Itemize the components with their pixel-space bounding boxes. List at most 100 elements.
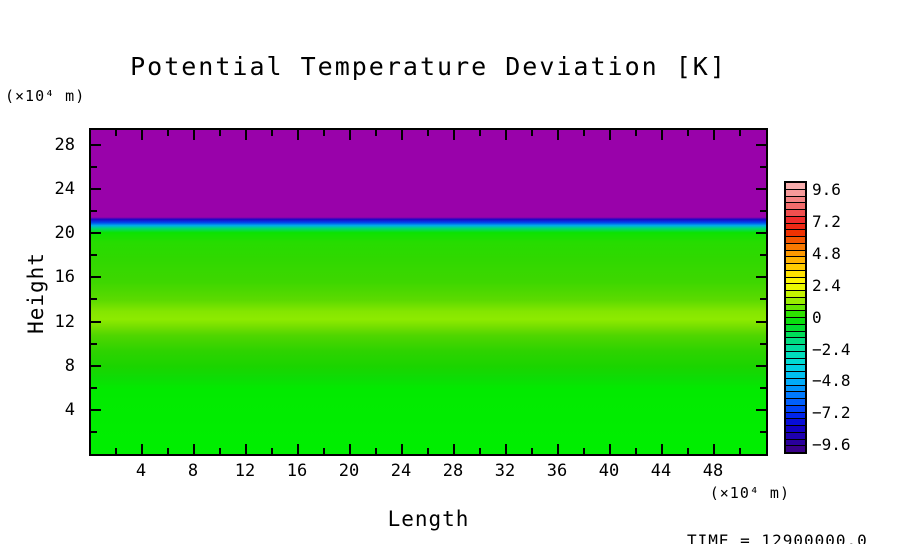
y-axis-tick: [91, 144, 101, 146]
x-axis-tick: [739, 448, 741, 454]
colorbar-segment: [786, 357, 805, 365]
y-axis-tick: [91, 409, 101, 411]
x-axis-tick: [193, 130, 195, 140]
y-tick-label: 28: [54, 135, 75, 155]
x-axis-tick: [427, 130, 429, 136]
colorbar-segment: [786, 330, 805, 338]
colorbar-tick-label: −9.6: [812, 435, 851, 454]
colorbar-tick-label: 4.8: [812, 244, 841, 263]
x-axis-tick: [609, 130, 611, 140]
x-axis-tick: [453, 130, 455, 140]
colorbar-segment: [786, 269, 805, 277]
colorbar-segment: [786, 438, 805, 446]
colorbar-segment: [786, 350, 805, 358]
y-tick-label: 20: [54, 223, 75, 243]
x-axis-tick: [661, 444, 663, 454]
colorbar-tick-label: −4.8: [812, 371, 851, 390]
y-axis-tick: [760, 210, 766, 212]
y-axis-tick: [91, 232, 101, 234]
x-axis-tick: [505, 444, 507, 454]
x-axis-tick: [141, 444, 143, 454]
x-axis-tick: [271, 130, 273, 136]
y-tick-label: 8: [64, 356, 75, 376]
x-axis-tick: [531, 130, 533, 136]
x-axis-tick: [271, 448, 273, 454]
y-axis-tick: [756, 365, 766, 367]
y-axis-tick: [756, 276, 766, 278]
plot-area: [89, 128, 768, 456]
y-axis-tick: [756, 321, 766, 323]
colorbar-segment: [786, 431, 805, 439]
x-axis-tick: [583, 130, 585, 136]
x-axis-label: Length: [387, 507, 470, 531]
x-tick-label: 36: [546, 461, 568, 481]
colorbar-segment: [786, 296, 805, 304]
colorbar-tick-label: 2.4: [812, 276, 841, 295]
colorbar-segment: [786, 344, 805, 351]
colorbar-segment: [786, 404, 805, 412]
x-axis-tick: [323, 130, 325, 136]
colorbar-segment: [786, 202, 805, 209]
x-axis-tick: [245, 444, 247, 454]
x-axis-tick: [141, 130, 143, 140]
y-axis-tick: [756, 144, 766, 146]
x-tick-label: 8: [187, 461, 199, 481]
colorbar-segment: [786, 445, 805, 452]
x-axis-tick: [531, 448, 533, 454]
colorbar-segment: [786, 317, 805, 324]
colorbar-segment: [786, 236, 805, 243]
x-axis-tick: [557, 130, 559, 140]
x-axis-tick: [557, 444, 559, 454]
colorbar-segment: [786, 411, 805, 419]
x-axis-tick: [661, 130, 663, 140]
colorbar-tick-label: −7.2: [812, 403, 851, 422]
y-axis-tick: [760, 254, 766, 256]
x-tick-label: 20: [338, 461, 360, 481]
colorbar-segment: [786, 398, 805, 405]
x-axis-tick: [479, 448, 481, 454]
colorbar-segment: [786, 323, 805, 331]
colorbar-segment: [786, 215, 805, 223]
colorbar-segment: [786, 195, 805, 203]
x-axis-tick: [687, 130, 689, 136]
x-axis-tick: [609, 444, 611, 454]
x-axis-tick: [219, 448, 221, 454]
y-axis-tick: [91, 166, 97, 168]
y-axis-tick: [91, 254, 97, 256]
x-axis-tick: [583, 448, 585, 454]
y-axis-tick: [756, 409, 766, 411]
x-axis-tick: [349, 130, 351, 140]
colorbar-segment: [786, 283, 805, 290]
x-axis-tick: [375, 130, 377, 136]
colorbar-tick-label: −2.4: [812, 340, 851, 359]
x-axis-tick: [167, 448, 169, 454]
x-axis-tick: [167, 130, 169, 136]
y-axis-tick: [760, 166, 766, 168]
colorbar-tick-label: 7.2: [812, 212, 841, 231]
x-axis-tick: [427, 448, 429, 454]
x-axis-tick: [297, 130, 299, 140]
x-axis-tick: [687, 448, 689, 454]
chart-title: Potential Temperature Deviation [K]: [130, 52, 727, 81]
y-axis-tick: [760, 387, 766, 389]
x-axis-tick: [349, 444, 351, 454]
x-tick-label: 4: [135, 461, 147, 481]
colorbar-segment: [786, 377, 805, 385]
colorbar-segment: [786, 209, 805, 216]
x-tick-label: 48: [702, 461, 724, 481]
colorbar-segment: [786, 425, 805, 432]
colorbar-segment: [786, 391, 805, 398]
x-axis-tick: [505, 130, 507, 140]
x-tick-label: 24: [390, 461, 412, 481]
x-axis-unit-label: (×10⁴ m): [709, 484, 790, 502]
x-axis-tick: [375, 448, 377, 454]
x-axis-tick: [635, 130, 637, 136]
y-axis-tick: [91, 188, 101, 190]
colorbar-segment: [786, 418, 805, 425]
y-axis-tick: [91, 343, 97, 345]
x-axis-tick: [323, 448, 325, 454]
y-axis-tick: [760, 431, 766, 433]
x-axis-tick: [401, 130, 403, 140]
y-axis-tick: [91, 276, 101, 278]
